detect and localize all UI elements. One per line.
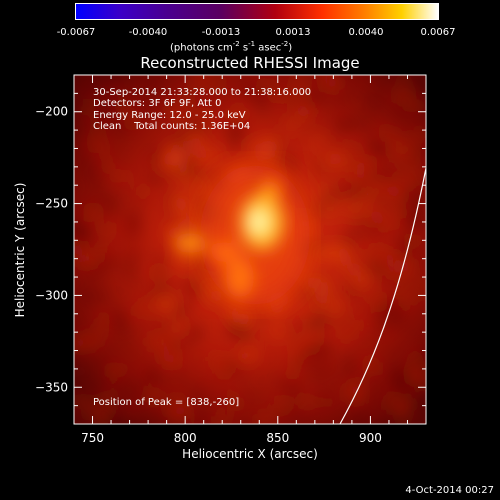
annotation-clean: Clean Total counts: 1.36E+04	[93, 121, 251, 132]
y-tick-label: −350	[35, 380, 68, 394]
colorbar-units: (photons cm-2 s-1 asec-2)	[170, 40, 293, 54]
colorbar-tick: -0.0040	[128, 27, 168, 38]
y-tick-label: −200	[35, 105, 68, 119]
x-tick-label: 750	[81, 431, 104, 445]
y-tick-label: −300	[35, 288, 68, 302]
heatmap-image	[74, 75, 426, 424]
x-axis-label: Heliocentric X (arcsec)	[182, 447, 318, 461]
annotation-energy: Energy Range: 12.0 - 25.0 keV	[93, 110, 246, 121]
annotation-detectors: Detectors: 3F 6F 9F, Att 0	[93, 98, 222, 109]
plot-frame	[73, 74, 427, 425]
y-axis-label: Heliocentric Y (arcsec)	[13, 183, 27, 318]
chart-title: Reconstructed RHESSI Image	[140, 54, 360, 72]
x-tick-label: 900	[359, 431, 382, 445]
date-stamp: 4-Oct-2014 00:27	[405, 485, 494, 496]
x-tick-label: 800	[174, 431, 197, 445]
x-tick-label: 850	[266, 431, 289, 445]
y-tick-label: −250	[35, 197, 68, 211]
annotation-peak-position: Position of Peak = [838,-260]	[93, 397, 240, 408]
colorbar-tick: -0.0013	[201, 27, 241, 38]
colorbar-tick: 0.0040	[348, 27, 384, 38]
colorbar	[75, 3, 439, 20]
colorbar-tick: -0.0067	[56, 27, 96, 38]
limb-curve	[339, 167, 426, 424]
colorbar-tick: 0.0013	[275, 27, 311, 38]
colorbar-tick: 0.0067	[420, 27, 456, 38]
annotation-time-range: 30-Sep-2014 21:33:28.000 to 21:38:16.000	[93, 87, 312, 98]
